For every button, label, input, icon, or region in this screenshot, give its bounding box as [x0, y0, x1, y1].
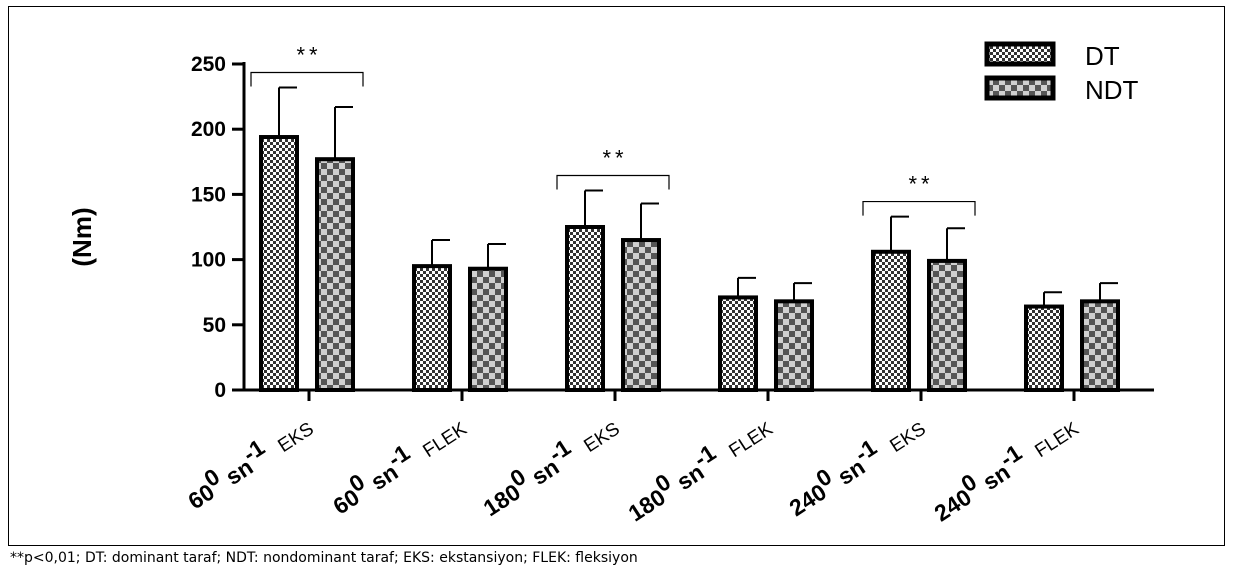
- x-category-label-part: FLEK: [415, 418, 471, 465]
- bar-dt: [1024, 304, 1064, 393]
- y-tick-label: 100: [191, 249, 226, 272]
- legend-swatch-dt: [984, 41, 1056, 67]
- x-category-label-part: EKS: [576, 419, 624, 460]
- x-category-label: 600 sn-1 FLEK: [323, 406, 471, 520]
- y-tick-label: 150: [191, 183, 226, 206]
- bar-ndt: [621, 238, 661, 392]
- x-category-label: 2400 sn-1 FLEK: [924, 406, 1083, 527]
- x-category-label: 2400 sn-1 EKS: [779, 406, 930, 521]
- legend-label-ndt: NDT: [1085, 75, 1139, 105]
- y-tick-label: 250: [191, 53, 226, 76]
- bar-ndt: [774, 299, 814, 392]
- legend-label-dt: DT: [1085, 41, 1120, 71]
- bar-dt: [718, 295, 758, 392]
- bar-dt: [412, 264, 452, 392]
- x-category-label-part: EKS: [882, 419, 930, 460]
- legend-swatch-ndt: [984, 75, 1056, 101]
- figure-frame: 0 50 100 150 200 250 (Nm) ** ** ** 600 sn-1 EKS 60…: [8, 6, 1225, 546]
- x-category-label: 1800 sn-1 EKS: [473, 406, 624, 521]
- legend: DT NDT: [984, 41, 1139, 105]
- axes: 0 50 100 150 200 250 (Nm): [67, 53, 1154, 402]
- figure-caption: **p<0,01; DT: dominant taraf; NDT: nondo…: [10, 550, 638, 566]
- bar-dt: [259, 135, 299, 392]
- bars-layer: [259, 86, 1120, 393]
- bar-ndt: [315, 157, 355, 392]
- x-category-label-part: FLEK: [1027, 418, 1083, 465]
- significance-bracket: [250, 71, 364, 87]
- significance-bracket: [556, 174, 670, 190]
- bar-ndt: [468, 266, 508, 392]
- significance-label: **: [908, 172, 933, 197]
- bar-ndt: [927, 258, 967, 392]
- bar-dt: [565, 225, 605, 392]
- x-category-label: 1800 sn-1 FLEK: [618, 406, 777, 527]
- significance-label: **: [602, 145, 627, 170]
- y-tick-label: 0: [214, 379, 226, 402]
- x-category-label-part: FLEK: [721, 418, 777, 465]
- bar-ndt: [1080, 299, 1120, 392]
- x-category-label-part: EKS: [270, 419, 318, 460]
- y-tick-label: 200: [191, 118, 226, 141]
- bar-dt: [871, 249, 911, 392]
- x-category-label: 600 sn-1 EKS: [178, 406, 318, 514]
- y-tick-label: 50: [203, 314, 226, 337]
- y-axis-label: (Nm): [67, 207, 97, 266]
- bar-chart: 0 50 100 150 200 250 (Nm) ** ** ** 600 sn-1 EKS60…: [67, 41, 1154, 527]
- significance-label: **: [296, 42, 321, 67]
- significance-bracket: [862, 200, 976, 216]
